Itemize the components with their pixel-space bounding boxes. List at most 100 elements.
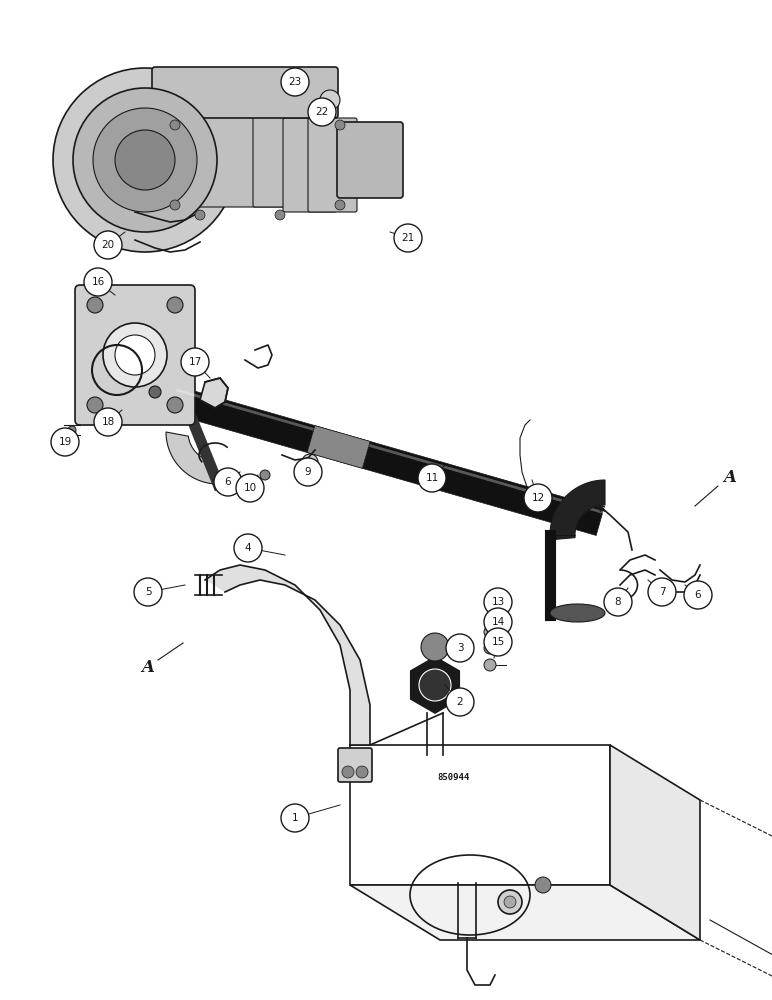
Circle shape bbox=[498, 890, 522, 914]
Circle shape bbox=[648, 578, 676, 606]
Polygon shape bbox=[200, 378, 228, 408]
Text: 16: 16 bbox=[91, 277, 105, 287]
Circle shape bbox=[87, 297, 103, 313]
Polygon shape bbox=[610, 745, 700, 940]
FancyBboxPatch shape bbox=[283, 118, 337, 212]
FancyBboxPatch shape bbox=[198, 113, 287, 207]
Polygon shape bbox=[350, 745, 610, 885]
FancyBboxPatch shape bbox=[308, 118, 357, 212]
Text: 8: 8 bbox=[615, 597, 621, 607]
Circle shape bbox=[281, 804, 309, 832]
Circle shape bbox=[236, 474, 264, 502]
Circle shape bbox=[73, 88, 217, 232]
Polygon shape bbox=[350, 885, 700, 940]
Circle shape bbox=[93, 108, 197, 212]
Circle shape bbox=[484, 608, 512, 636]
Text: 21: 21 bbox=[401, 233, 415, 243]
Circle shape bbox=[68, 426, 76, 434]
Circle shape bbox=[356, 766, 368, 778]
FancyBboxPatch shape bbox=[337, 122, 403, 198]
Circle shape bbox=[535, 877, 551, 893]
Circle shape bbox=[419, 669, 451, 701]
FancyBboxPatch shape bbox=[75, 285, 195, 425]
Circle shape bbox=[170, 120, 180, 130]
Circle shape bbox=[167, 397, 183, 413]
Circle shape bbox=[260, 470, 270, 480]
Circle shape bbox=[84, 268, 112, 296]
Text: 13: 13 bbox=[491, 597, 505, 607]
Text: 15: 15 bbox=[491, 637, 505, 647]
Circle shape bbox=[294, 458, 322, 486]
Circle shape bbox=[115, 335, 155, 375]
Text: 12: 12 bbox=[531, 493, 544, 503]
Circle shape bbox=[418, 464, 446, 492]
Circle shape bbox=[167, 297, 183, 313]
Text: 14: 14 bbox=[491, 617, 505, 627]
Text: 10: 10 bbox=[243, 483, 256, 493]
Text: 9: 9 bbox=[305, 467, 311, 477]
Circle shape bbox=[275, 210, 285, 220]
Circle shape bbox=[181, 348, 209, 376]
Polygon shape bbox=[166, 432, 218, 484]
Text: A: A bbox=[723, 470, 736, 487]
FancyBboxPatch shape bbox=[253, 113, 312, 207]
Polygon shape bbox=[205, 565, 370, 745]
Text: 3: 3 bbox=[457, 643, 463, 653]
Circle shape bbox=[504, 896, 516, 908]
Circle shape bbox=[234, 534, 262, 562]
Circle shape bbox=[214, 468, 242, 496]
Text: 5: 5 bbox=[144, 587, 151, 597]
Circle shape bbox=[524, 484, 552, 512]
Text: 23: 23 bbox=[289, 77, 302, 87]
Text: 4: 4 bbox=[245, 543, 252, 553]
Text: 6: 6 bbox=[225, 477, 232, 487]
FancyBboxPatch shape bbox=[152, 67, 338, 118]
Circle shape bbox=[115, 130, 175, 190]
Circle shape bbox=[87, 397, 103, 413]
Circle shape bbox=[484, 659, 496, 671]
Text: 18: 18 bbox=[101, 417, 114, 427]
Circle shape bbox=[446, 634, 474, 662]
Circle shape bbox=[195, 210, 205, 220]
Text: 850944: 850944 bbox=[438, 774, 470, 782]
Circle shape bbox=[484, 628, 512, 656]
Circle shape bbox=[484, 588, 512, 616]
Polygon shape bbox=[307, 426, 370, 468]
Polygon shape bbox=[171, 387, 604, 535]
Text: 11: 11 bbox=[425, 473, 438, 483]
Text: 17: 17 bbox=[188, 357, 201, 367]
Text: A: A bbox=[141, 660, 154, 676]
Circle shape bbox=[394, 224, 422, 252]
Circle shape bbox=[94, 408, 122, 436]
Circle shape bbox=[51, 428, 79, 456]
Circle shape bbox=[302, 454, 318, 470]
Circle shape bbox=[604, 588, 632, 616]
Circle shape bbox=[94, 231, 122, 259]
Polygon shape bbox=[411, 657, 459, 713]
Circle shape bbox=[134, 578, 162, 606]
Circle shape bbox=[335, 200, 345, 210]
Text: 19: 19 bbox=[59, 437, 72, 447]
Circle shape bbox=[484, 642, 496, 654]
Circle shape bbox=[53, 68, 237, 252]
Text: 22: 22 bbox=[316, 107, 329, 117]
Polygon shape bbox=[550, 480, 605, 540]
Circle shape bbox=[421, 633, 449, 661]
Circle shape bbox=[149, 386, 161, 398]
Circle shape bbox=[446, 688, 474, 716]
Circle shape bbox=[170, 200, 180, 210]
Circle shape bbox=[484, 626, 496, 638]
Circle shape bbox=[684, 581, 712, 609]
Circle shape bbox=[103, 323, 167, 387]
FancyBboxPatch shape bbox=[338, 748, 372, 782]
Circle shape bbox=[308, 98, 336, 126]
Text: 6: 6 bbox=[695, 590, 701, 600]
Text: 1: 1 bbox=[292, 813, 298, 823]
Circle shape bbox=[342, 766, 354, 778]
Text: 20: 20 bbox=[101, 240, 114, 250]
Text: 7: 7 bbox=[659, 587, 665, 597]
Text: 2: 2 bbox=[457, 697, 463, 707]
Circle shape bbox=[320, 90, 340, 110]
Ellipse shape bbox=[550, 604, 605, 622]
Circle shape bbox=[281, 68, 309, 96]
